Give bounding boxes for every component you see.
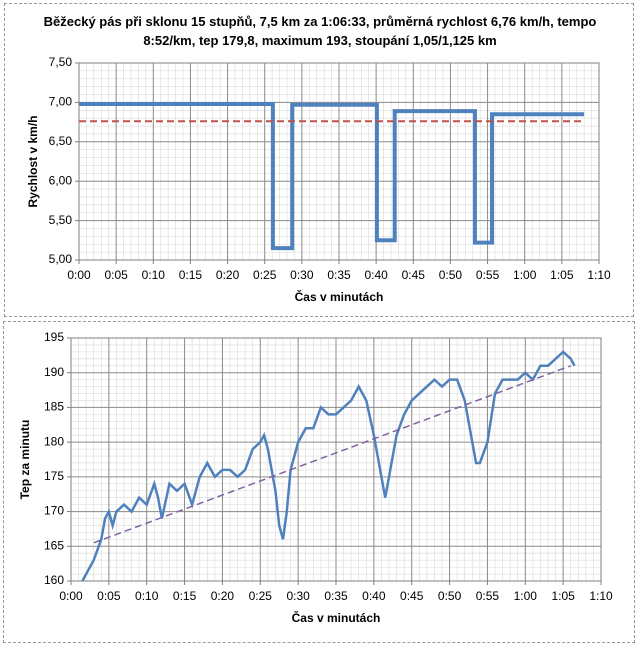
y-tick-label: 5,50 [49, 213, 73, 227]
y-axis-title: Tep za minutu [18, 420, 32, 500]
x-tick-label: 0:25 [253, 268, 277, 282]
x-axis-title: Čas v minutách [292, 610, 381, 625]
x-tick-label: 0:30 [286, 589, 310, 603]
x-tick-label: 0:30 [290, 268, 314, 282]
x-tick-label: 0:05 [97, 589, 121, 603]
y-tick-label: 6,00 [49, 173, 73, 187]
y-tick-label: 7,50 [49, 55, 73, 69]
y-tick-label: 7,00 [49, 95, 73, 109]
x-tick-label: 0:25 [249, 589, 273, 603]
x-tick-label: 0:00 [67, 268, 91, 282]
data-line [79, 101, 585, 251]
x-tick-label: 0:15 [173, 589, 197, 603]
x-tick-label: 0:55 [476, 589, 500, 603]
y-axis-title: Rychlost v km/h [26, 115, 40, 207]
x-tick-label: 0:50 [438, 589, 462, 603]
x-tick-label: 0:35 [324, 589, 348, 603]
x-tick-label: 0:45 [400, 589, 424, 603]
x-tick-label: 0:10 [135, 589, 159, 603]
y-tick-label: 165 [44, 538, 64, 552]
chart-title: Běžecký pás při sklonu 15 stupňů, 7,5 km… [43, 14, 597, 48]
y-tick-label: 185 [44, 400, 64, 414]
chart-panel [3, 321, 635, 643]
x-axis-title: Čas v minutách [295, 289, 384, 304]
x-tick-label: 0:45 [402, 268, 426, 282]
x-tick-label: 0:35 [327, 268, 351, 282]
x-tick-label: 0:00 [59, 589, 83, 603]
x-tick-label: 1:10 [587, 268, 611, 282]
x-tick-label: 1:00 [513, 268, 537, 282]
data-line [93, 365, 571, 544]
data-line [81, 350, 576, 582]
y-tick-label: 195 [44, 330, 64, 344]
x-tick-label: 1:05 [550, 268, 574, 282]
y-tick-label: 160 [44, 573, 64, 587]
y-tick-label: 180 [44, 434, 64, 448]
x-tick-label: 0:15 [179, 268, 203, 282]
x-tick-label: 0:40 [364, 268, 388, 282]
x-tick-label: 0:40 [362, 589, 386, 603]
y-tick-label: 5,00 [49, 252, 73, 266]
y-tick-label: 170 [44, 504, 64, 518]
x-tick-label: 1:10 [589, 589, 613, 603]
x-tick-label: 1:05 [551, 589, 575, 603]
y-tick-label: 6,50 [49, 134, 73, 148]
x-tick-label: 0:50 [439, 268, 463, 282]
chart-panel [4, 3, 634, 317]
plot-border [78, 62, 600, 261]
x-tick-label: 0:55 [476, 268, 500, 282]
x-tick-label: 1:00 [514, 589, 538, 603]
y-tick-label: 175 [44, 469, 64, 483]
x-tick-label: 0:20 [211, 589, 235, 603]
x-tick-label: 0:10 [142, 268, 166, 282]
x-tick-label: 0:20 [216, 268, 240, 282]
x-tick-label: 0:05 [104, 268, 128, 282]
plot-border [70, 337, 602, 582]
y-tick-label: 190 [44, 365, 64, 379]
